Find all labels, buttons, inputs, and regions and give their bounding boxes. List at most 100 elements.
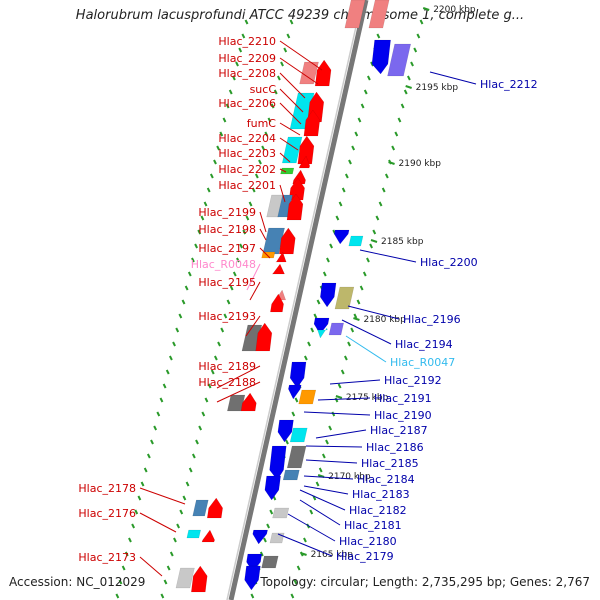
- far-left-tick-rail: [200, 215, 205, 221]
- right-tick-rail: [312, 495, 317, 501]
- left-tick-rail: [198, 425, 203, 431]
- label-hlac-r0048: Hlac_R0048: [191, 258, 256, 271]
- left-tick-rail: [229, 285, 234, 291]
- label-hlac-2198-leader: [259, 228, 267, 241]
- gene-hlac-2177b: [244, 565, 261, 591]
- left-tick-rail: [236, 257, 240, 263]
- gene-fumc: [281, 136, 303, 164]
- inner-right-tick-rail: [266, 523, 270, 529]
- inner-right-tick-rail: [357, 117, 362, 123]
- right-tick-rail: [410, 61, 414, 67]
- left-tick-rail: [248, 201, 253, 207]
- inner-right-tick-rail: [294, 397, 299, 403]
- label-hlac-2182: Hlac_2182: [349, 504, 407, 517]
- label-hlac-2202-leader: [279, 168, 287, 173]
- map-title: Halorubrum lacusprofundi ATCC 49239 chro…: [75, 8, 525, 23]
- left-tick-rail: [176, 523, 180, 529]
- label-hlac-2206-leader: [279, 102, 302, 125]
- label-hlac-2204: Hlac_2204: [218, 132, 276, 145]
- label-hlac-2199-leader: [259, 211, 267, 233]
- right-tick-rail: [296, 565, 301, 571]
- label-hlac-2210-leader: [279, 40, 323, 71]
- left-tick-rail: [264, 131, 269, 137]
- label-hlac-2186: Hlac_2186: [366, 441, 424, 454]
- inner-right-tick-rail: [263, 537, 267, 543]
- label-hlac-2195: Hlac_2195: [198, 276, 256, 289]
- left-tick-rail: [160, 593, 165, 599]
- right-tick-rail: [325, 439, 329, 445]
- gene-hlac-2178: [192, 499, 209, 517]
- scale-tick: [370, 239, 378, 243]
- left-tick-rail: [223, 313, 228, 319]
- scale-label: 2170 kbp: [328, 472, 371, 482]
- left-tick-rail: [179, 509, 184, 515]
- left-tick-rail: [210, 369, 215, 375]
- label-hlac-2182-leader: [299, 489, 346, 511]
- label-hlac-2192-leader: [329, 379, 381, 385]
- label-hlac-2181: Hlac_2181: [344, 519, 402, 532]
- gene-hlac-2184: [286, 445, 307, 469]
- label-hlac-2188: Hlac_2188: [198, 376, 256, 389]
- inner-right-tick-rail: [363, 89, 368, 95]
- left-tick-rail: [201, 411, 206, 417]
- label-hlac-2208-leader: [279, 72, 306, 99]
- label-hlac-2189-leader: [216, 365, 261, 389]
- label-hlac-2191-leader: [317, 397, 371, 401]
- right-tick-rail: [369, 243, 373, 249]
- right-tick-rail: [384, 173, 389, 179]
- right-tick-rail: [416, 33, 421, 39]
- left-tick-rail: [163, 579, 168, 585]
- label-hlac-2181-leader: [299, 499, 341, 526]
- left-tick-rail: [270, 103, 275, 109]
- inner-right-tick-rail: [348, 159, 352, 165]
- left-tick-rail: [286, 33, 291, 39]
- left-tick-rail: [195, 439, 199, 445]
- left-tick-rail: [258, 159, 262, 165]
- right-tick-rail: [344, 355, 348, 361]
- left-tick-rail: [242, 229, 247, 235]
- gene-hlac-2197b: [275, 251, 287, 263]
- label-hlac-2179-leader: [277, 533, 333, 557]
- left-tick-rail: [267, 117, 272, 123]
- gene-hlac-2186: [289, 427, 308, 443]
- label-succ-leader: [279, 88, 304, 113]
- label-hlac-2184: Hlac_2184: [357, 473, 415, 486]
- inner-right-tick-rail: [338, 201, 343, 207]
- accession-text: Accession: NC_012029: [9, 575, 146, 589]
- label-hlac-2194-leader: [341, 319, 392, 345]
- label-hlac-2192: Hlac_2192: [384, 374, 442, 387]
- gene-hlac-2195: [270, 293, 284, 313]
- far-left-tick-rail: [206, 187, 211, 193]
- label-hlac-2190: Hlac_2190: [374, 409, 432, 422]
- far-left-tick-rail: [143, 467, 148, 473]
- right-tick-rail: [337, 383, 342, 389]
- left-tick-rail: [220, 327, 225, 333]
- label-hlac-2193: Hlac_2193: [198, 310, 256, 323]
- inner-right-tick-rail: [307, 341, 311, 347]
- far-left-tick-rail: [213, 159, 217, 165]
- gene-hlac-2212b: [387, 43, 412, 77]
- inner-right-tick-rail: [329, 243, 333, 249]
- label-hlac-2201: Hlac_2201: [218, 179, 276, 192]
- scale-tick: [335, 395, 343, 399]
- label-hlac-2180-leader: [287, 513, 336, 542]
- inner-right-tick-rail: [304, 355, 308, 361]
- label-hlac-2203: Hlac_2203: [218, 147, 276, 160]
- gene-hlac-2176: [186, 529, 201, 539]
- gene-hlac-2179: [269, 532, 285, 544]
- gene-hlac-2200c2: [348, 235, 364, 247]
- scale-label: 2185 kbp: [381, 237, 424, 247]
- far-left-tick-rail: [150, 439, 154, 445]
- right-tick-rail: [403, 89, 408, 95]
- left-tick-rail: [188, 467, 193, 473]
- far-left-tick-rail: [238, 47, 243, 53]
- label-hlac-2203-leader: [279, 152, 291, 163]
- right-tick-rail: [394, 131, 399, 137]
- gene-hlac-2191: [298, 389, 317, 405]
- left-tick-rail: [280, 61, 284, 67]
- right-tick-rail: [413, 47, 418, 53]
- label-hlac-2196: Hlac_2196: [403, 313, 461, 326]
- label-hlac-2176: Hlac_2176: [78, 507, 136, 520]
- far-left-tick-rail: [153, 425, 158, 431]
